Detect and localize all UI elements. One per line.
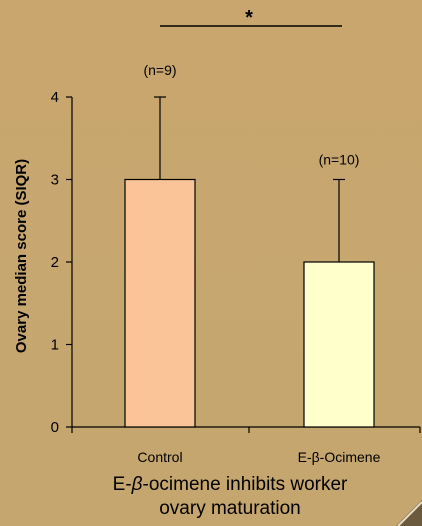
y-axis-label: Ovary median score (SIQR) — [13, 159, 30, 353]
y-tick-label: 0 — [51, 419, 59, 436]
x-tick-label: E-β-Ocimene — [298, 449, 381, 465]
significance-star: * — [245, 7, 253, 29]
caption-line-1-rest: -ocimene inhibits worker — [142, 474, 348, 495]
y-tick-label: 2 — [51, 254, 59, 271]
caption-beta: β — [131, 474, 143, 495]
chart-caption: E-β-ocimene inhibits worker ovary matura… — [60, 473, 400, 521]
page-curl-icon — [396, 500, 422, 526]
y-tick-label: 3 — [51, 172, 59, 189]
sample-size-label: (n=10) — [319, 152, 360, 168]
caption-line-1: E-β-ocimene inhibits worker — [60, 473, 400, 497]
caption-prefix: E- — [112, 474, 132, 495]
bar — [124, 178, 196, 428]
bar — [303, 261, 375, 428]
sample-size-label: (n=9) — [143, 62, 176, 78]
y-tick-label: 4 — [51, 89, 59, 106]
x-tick-label: Control — [137, 449, 182, 465]
caption-line-2: ovary maturation — [159, 498, 301, 519]
y-tick-label: 1 — [51, 337, 59, 354]
